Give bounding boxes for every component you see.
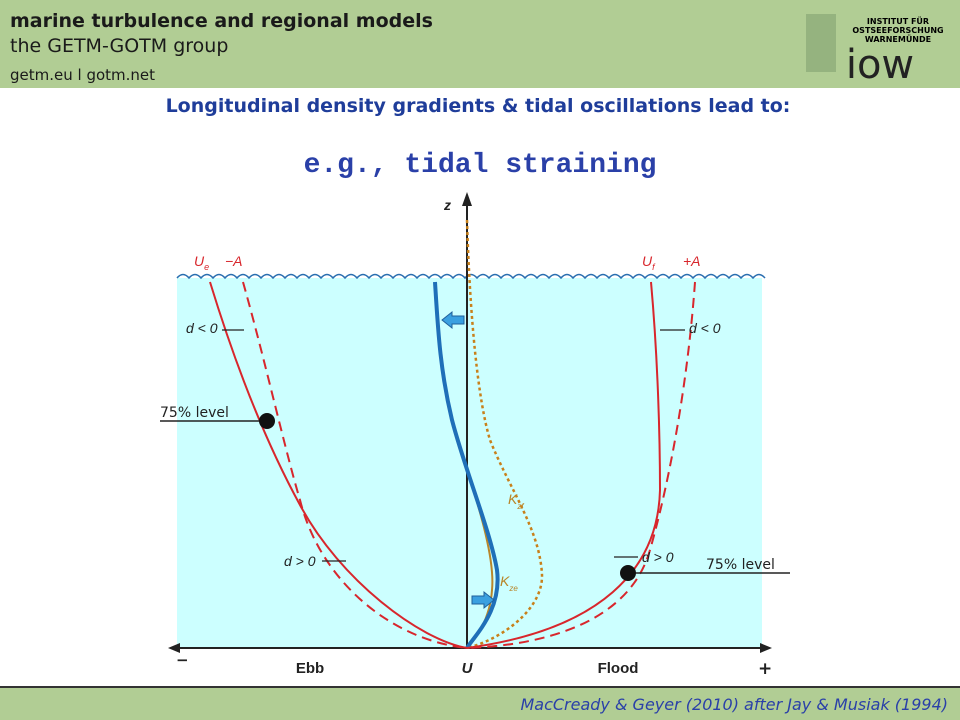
d-label: d < 0 xyxy=(186,320,218,336)
arrow-ebb xyxy=(441,310,465,330)
velocity-profile xyxy=(433,281,500,650)
flood-profile-dashed xyxy=(466,281,696,649)
slide-subheading: e.g., tidal straining xyxy=(304,150,657,181)
symbol: U xyxy=(642,253,653,269)
axis-origin: U xyxy=(462,660,474,677)
logo-line: OSTSEEFORSCHUNG xyxy=(852,26,943,35)
header-subtitle: the GETM-GOTM group xyxy=(10,35,228,57)
header-title: marine turbulence and regional models xyxy=(10,10,433,32)
flood-velocity: Uf xyxy=(642,253,656,272)
ebb-amplitude: −A xyxy=(225,253,243,269)
level-label: 75% level xyxy=(160,405,229,421)
subscript: f xyxy=(652,262,656,272)
ebb-profile xyxy=(209,281,468,649)
d-label: d > 0 xyxy=(284,553,316,569)
axis-flood: Flood xyxy=(598,660,639,677)
arrow-flood xyxy=(471,590,495,610)
level-dot xyxy=(259,413,275,429)
ebb-velocity: Ue xyxy=(194,253,209,272)
flood-profile xyxy=(466,281,662,649)
z-label: z xyxy=(443,197,451,213)
logo: INSTITUT FÜR OSTSEEFORSCHUNG WARNEMÜNDE … xyxy=(806,14,944,88)
symbol: U xyxy=(194,253,205,269)
d-arrows xyxy=(222,329,685,562)
logo-line: INSTITUT FÜR xyxy=(867,16,929,26)
kzf-profile xyxy=(465,219,544,650)
header-links: getm.eu l gotm.net xyxy=(10,66,155,84)
axis-plus: + xyxy=(758,659,772,679)
diagram: d < 0 d < 0 d > 0 d > 0 z Ue −A Uf +A Kz… xyxy=(160,192,790,679)
subscript: e xyxy=(204,262,209,272)
header-band xyxy=(0,0,960,88)
kzf-label: Kzf xyxy=(508,491,524,511)
arrowhead xyxy=(462,192,472,206)
axis-ebb: Ebb xyxy=(296,660,324,677)
subscript: ze xyxy=(508,584,518,593)
kze-label: Kze xyxy=(500,573,518,593)
level-label: 75% level xyxy=(706,557,775,573)
symbol: K xyxy=(500,573,510,589)
flood-amplitude: +A xyxy=(683,253,701,269)
slide-heading: Longitudinal density gradients & tidal o… xyxy=(166,95,791,117)
logo-line: WARNEMÜNDE xyxy=(865,34,931,44)
axis-minus: − xyxy=(176,651,189,669)
surface xyxy=(176,273,766,280)
d-label: d > 0 xyxy=(642,549,674,565)
symbol: K xyxy=(508,491,518,507)
level-dot xyxy=(620,565,636,581)
logo-map xyxy=(806,14,836,72)
d-label: d < 0 xyxy=(689,320,721,336)
arrowhead xyxy=(760,643,772,653)
footer-citation: MacCready & Geyer (2010) after Jay & Mus… xyxy=(520,695,948,714)
logo-word: iow xyxy=(846,42,914,88)
arrowhead xyxy=(168,643,180,653)
water xyxy=(177,278,762,648)
subscript: zf xyxy=(516,502,524,511)
footer-band xyxy=(0,686,960,720)
ebb-profile-dashed xyxy=(242,281,468,649)
